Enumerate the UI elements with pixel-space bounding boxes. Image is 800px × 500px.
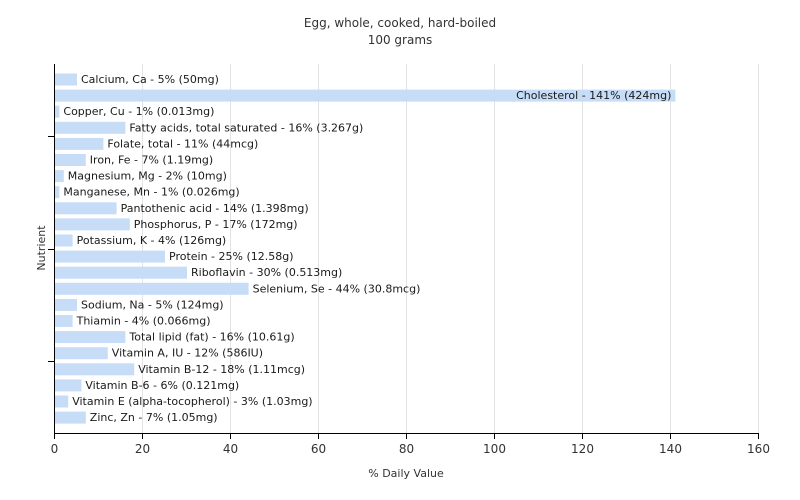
bar bbox=[55, 122, 125, 134]
bar-data-label: Riboflavin - 30% (0.513mg) bbox=[191, 266, 342, 279]
bar bbox=[55, 235, 73, 247]
x-tick-label: 100 bbox=[483, 442, 506, 456]
x-axis-title: % Daily Value bbox=[368, 467, 444, 480]
bar-data-label: Fatty acids, total saturated - 16% (3.26… bbox=[129, 121, 363, 134]
bar-data-label: Thiamin - 4% (0.066mg) bbox=[76, 315, 211, 328]
bar bbox=[55, 251, 165, 263]
bar-data-label: Zinc, Zn - 7% (1.05mg) bbox=[90, 411, 218, 424]
bar-data-label: Magnesium, Mg - 2% (10mg) bbox=[68, 170, 227, 183]
bar-data-label: Total lipid (fat) - 16% (10.61g) bbox=[128, 331, 294, 344]
y-axis-title: Nutrient bbox=[35, 225, 48, 271]
x-tick-label: 60 bbox=[311, 442, 326, 456]
bar-data-label: Vitamin A, IU - 12% (586IU) bbox=[112, 347, 263, 360]
bar bbox=[55, 186, 59, 198]
bar bbox=[55, 202, 117, 214]
x-tick-label: 20 bbox=[135, 442, 150, 456]
bar-data-label: Pantothenic acid - 14% (1.398mg) bbox=[121, 202, 309, 215]
bar bbox=[55, 267, 187, 279]
bar bbox=[55, 331, 125, 343]
chart-subtitle: 100 grams bbox=[368, 33, 433, 47]
bar bbox=[55, 315, 73, 327]
bar-data-label: Manganese, Mn - 1% (0.026mg) bbox=[63, 186, 239, 199]
bar bbox=[55, 106, 59, 118]
bar bbox=[55, 363, 134, 375]
bar bbox=[55, 154, 86, 166]
bar-data-label: Protein - 25% (12.58g) bbox=[169, 250, 294, 263]
bar bbox=[55, 412, 86, 424]
x-tick-label: 140 bbox=[659, 442, 682, 456]
bar-data-label: Phosphorus, P - 17% (172mg) bbox=[134, 218, 298, 231]
chart-title: Egg, whole, cooked, hard-boiled bbox=[304, 16, 496, 30]
gridlines bbox=[143, 64, 759, 433]
bar-data-label: Calcium, Ca - 5% (50mg) bbox=[81, 73, 219, 86]
bar-data-label: Sodium, Na - 5% (124mg) bbox=[81, 298, 224, 311]
bar-data-label: Vitamin B-6 - 6% (0.121mg) bbox=[85, 379, 239, 392]
x-tick-label: 40 bbox=[223, 442, 238, 456]
x-tick-label: 160 bbox=[747, 442, 770, 456]
bar bbox=[55, 74, 77, 86]
bar-data-label: Copper, Cu - 1% (0.013mg) bbox=[63, 105, 214, 118]
bar bbox=[55, 218, 130, 230]
bar-data-label: Vitamin E (alpha-tocopherol) - 3% (1.03m… bbox=[72, 395, 312, 408]
bar bbox=[55, 170, 64, 182]
bar bbox=[55, 283, 249, 295]
bar-data-label: Cholesterol - 141% (424mg) bbox=[516, 89, 671, 102]
bar bbox=[55, 347, 108, 359]
bar-data-label: Selenium, Se - 44% (30.8mcg) bbox=[253, 282, 421, 295]
bar bbox=[55, 299, 77, 311]
bar-data-label: Iron, Fe - 7% (1.19mg) bbox=[90, 154, 213, 167]
x-tick-label: 0 bbox=[51, 442, 59, 456]
bar-data-label: Folate, total - 11% (44mcg) bbox=[107, 137, 258, 150]
bar bbox=[55, 138, 103, 150]
bar bbox=[55, 379, 81, 391]
x-tick-label: 120 bbox=[571, 442, 594, 456]
x-tick-label: 80 bbox=[399, 442, 414, 456]
bar-data-label: Potassium, K - 4% (126mg) bbox=[77, 234, 227, 247]
bar-data-label: Vitamin B-12 - 18% (1.11mcg) bbox=[138, 363, 305, 376]
bar bbox=[55, 396, 68, 408]
